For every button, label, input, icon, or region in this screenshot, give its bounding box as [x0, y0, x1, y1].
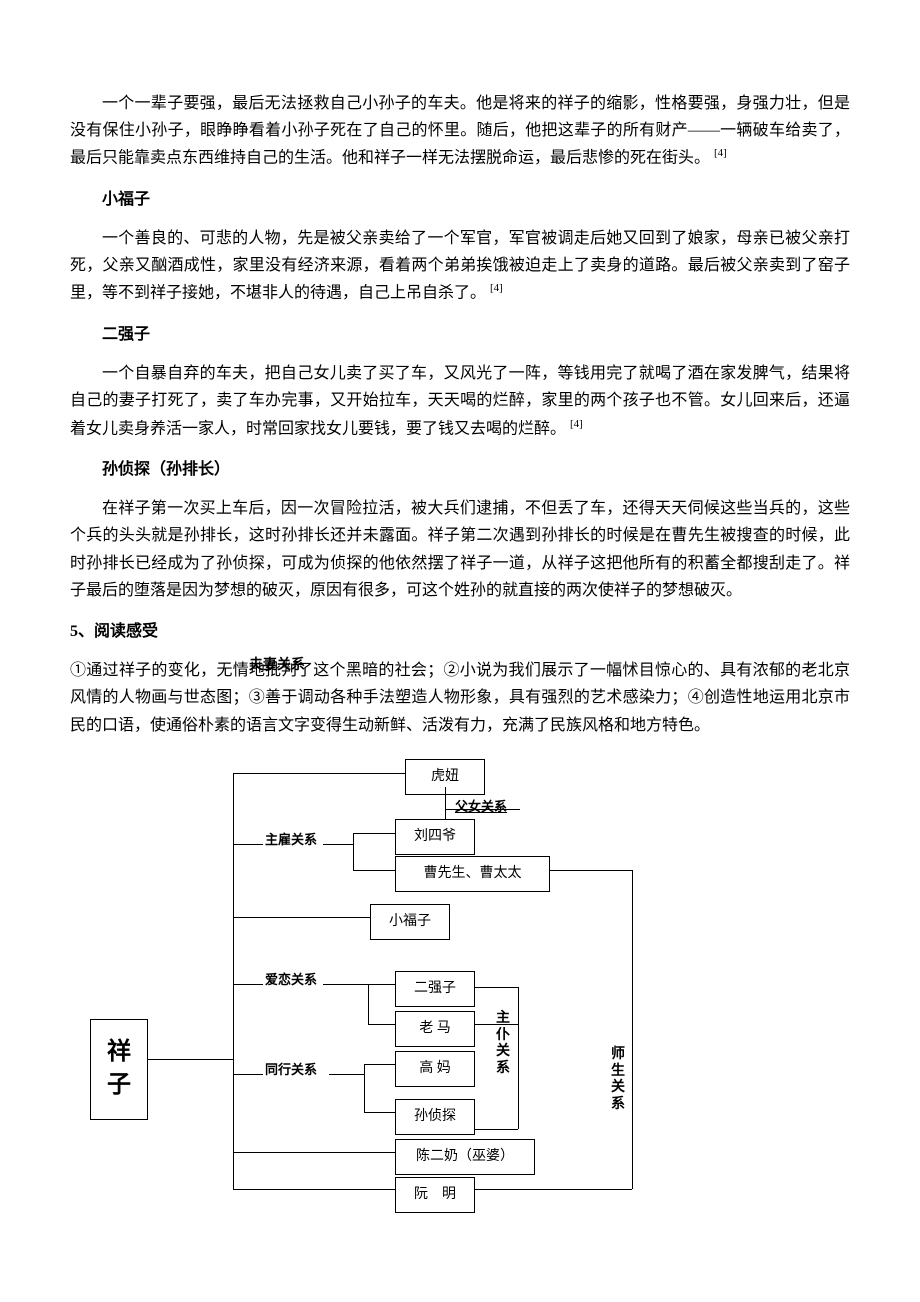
- line: [475, 1129, 518, 1130]
- para-erqiangzi: 一个自暴自弃的车夫，把自己女儿卖了买了车，又风光了一阵，等钱用完了就喝了酒在家发…: [70, 360, 850, 442]
- line: [368, 1024, 395, 1025]
- line: [233, 1152, 395, 1153]
- line: [445, 809, 520, 810]
- line: [364, 1112, 395, 1113]
- line: [233, 1074, 263, 1075]
- node-chenernai: 陈二奶（巫婆）: [395, 1139, 535, 1175]
- node-cao: 曹先生、曹太太: [395, 856, 550, 892]
- para-sun: 在祥子第一次买上车后，因一次冒险拉活，被大兵们逮捕，不但丢了车，还得天天伺候这些…: [70, 495, 850, 604]
- line: [329, 1074, 364, 1075]
- line: [445, 787, 446, 819]
- intro-text: 一个一辈子要强，最后无法拯救自己小孙子的车夫。他是将来的祥子的缩影，性格要强，身…: [70, 95, 850, 167]
- node-laoma: 老 马: [395, 1011, 475, 1047]
- label-shisheng: 师生关系: [610, 1047, 626, 1114]
- citation: [4]: [714, 147, 727, 159]
- text-erqiangzi: 一个自暴自弃的车夫，把自己女儿卖了买了车，又风光了一阵，等钱用完了就喝了酒在家发…: [70, 365, 850, 437]
- line: [233, 1189, 395, 1190]
- line: [550, 870, 632, 871]
- line: [353, 833, 354, 870]
- line: [233, 773, 234, 1189]
- line: [518, 987, 519, 1129]
- intro-para: 一个一辈子要强，最后无法拯救自己小孙子的车夫。他是将来的祥子的缩影，性格要强，身…: [70, 90, 850, 172]
- line: [364, 1064, 365, 1113]
- node-sun: 孙侦探: [395, 1099, 475, 1135]
- para-reading: ①通过祥子的变化，无情夫妻关系地批判了这个黑暗的社会；②小说为我们展示了一幅怵目…: [70, 657, 850, 739]
- node-liusiye: 刘四爷: [395, 819, 475, 855]
- citation: [4]: [490, 282, 503, 294]
- line: [632, 870, 633, 1189]
- label-zhupu: 主仆关系: [495, 1011, 511, 1078]
- para-xiaofuzi: 一个善良的、可悲的人物，先是被父亲卖给了一个军官，军官被调走后她又回到了娘家，母…: [70, 225, 850, 307]
- heading-xiaofuzi: 小福子: [70, 186, 850, 213]
- relationship-diagram: 祥 子 虎妞 刘四爷 曹先生、曹太太 小福子 二强子 老 马 高 妈 孙侦探 陈…: [70, 759, 850, 1189]
- reading-pre: ①通过祥子的变化，无情: [70, 662, 249, 679]
- overlay-wrap: 夫妻关系地批判了: [249, 657, 313, 684]
- text-xiaofuzi: 一个善良的、可悲的人物，先是被父亲卖给了一个军官，军官被调走后她又回到了娘家，母…: [70, 230, 850, 302]
- line: [323, 984, 368, 985]
- node-xiangzi: 祥 子: [90, 1019, 148, 1120]
- line: [233, 844, 263, 845]
- label-ailian: 爱恋关系: [265, 969, 317, 991]
- line: [368, 984, 369, 1025]
- line: [475, 1189, 632, 1190]
- node-gaoma: 高 妈: [395, 1051, 475, 1087]
- label-zhugu: 主雇关系: [265, 829, 317, 851]
- xiangzi-text: 祥 子: [107, 1039, 131, 1099]
- node-erqiangzi: 二强子: [395, 971, 475, 1007]
- heading-sun: 孙侦探（孙排长）: [70, 456, 850, 483]
- line: [323, 844, 353, 845]
- line: [148, 1059, 233, 1060]
- label-tonghang: 同行关系: [265, 1059, 317, 1081]
- heading-reading: 5、阅读感受: [70, 618, 850, 645]
- overlay-label-fuqi: 夫妻关系: [249, 654, 305, 678]
- node-xiaofuzi: 小福子: [370, 904, 450, 940]
- line: [353, 870, 395, 871]
- line: [233, 773, 405, 774]
- node-last: 阮 明: [395, 1177, 475, 1213]
- line: [233, 917, 370, 918]
- label-funv: 父女关系: [455, 796, 507, 818]
- line: [353, 833, 395, 834]
- line: [475, 987, 518, 988]
- heading-erqiangzi: 二强子: [70, 321, 850, 348]
- line: [475, 1024, 518, 1025]
- citation: [4]: [570, 418, 583, 430]
- line: [233, 984, 263, 985]
- line: [368, 984, 395, 985]
- line: [364, 1064, 395, 1065]
